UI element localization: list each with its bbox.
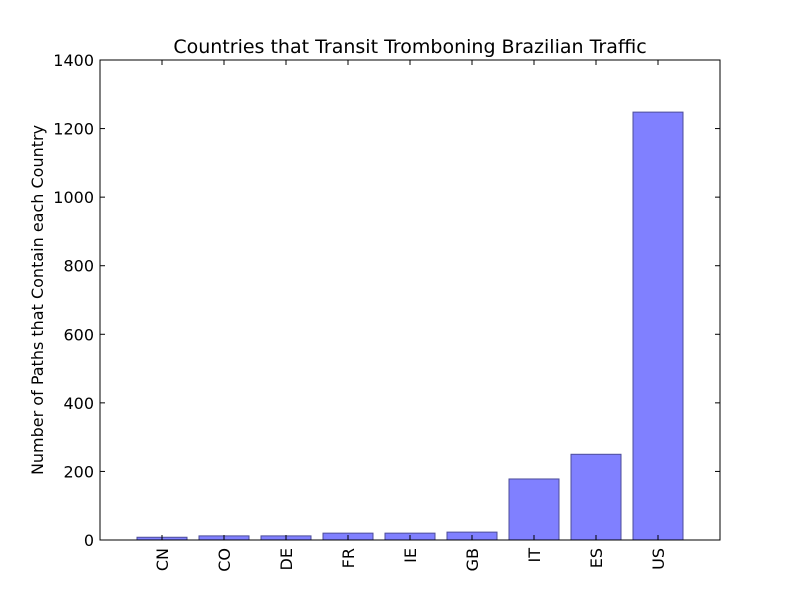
- y-tick-label: 800: [63, 257, 94, 276]
- x-tick-label: DE: [277, 548, 296, 570]
- x-tick-label: CN: [153, 548, 172, 571]
- x-tick-label: GB: [463, 548, 482, 571]
- x-tick-label: FR: [339, 548, 358, 568]
- plot-frame: [99, 59, 721, 541]
- x-ticks-group: CN CO DE FR IE GB IT ES US: [153, 60, 668, 572]
- y-tick-label: 1400: [53, 51, 94, 70]
- x-tick-label: IE: [401, 548, 420, 563]
- y-tick-label: 200: [63, 462, 94, 481]
- bars-group: [136, 111, 684, 541]
- y-axis-label: Number of Paths that Contain each Countr…: [28, 125, 47, 475]
- y-ticks-group: 0 200 400 600 800 1000 1200 1400: [53, 51, 720, 550]
- x-tick-label: ES: [587, 548, 606, 568]
- y-tick-label: 400: [63, 394, 94, 413]
- chart-title: Countries that Transit Tromboning Brazil…: [173, 36, 646, 58]
- y-tick-label: 1200: [53, 120, 94, 139]
- bar-es: [570, 453, 622, 541]
- y-tick-label: 600: [63, 325, 94, 344]
- y-tick-label: 0: [84, 531, 94, 550]
- y-tick-label: 1000: [53, 188, 94, 207]
- bar-it: [508, 478, 560, 541]
- x-tick-label: IT: [525, 548, 544, 563]
- bar-us: [632, 111, 684, 541]
- x-tick-label: CO: [215, 548, 234, 572]
- x-tick-label: US: [649, 548, 668, 570]
